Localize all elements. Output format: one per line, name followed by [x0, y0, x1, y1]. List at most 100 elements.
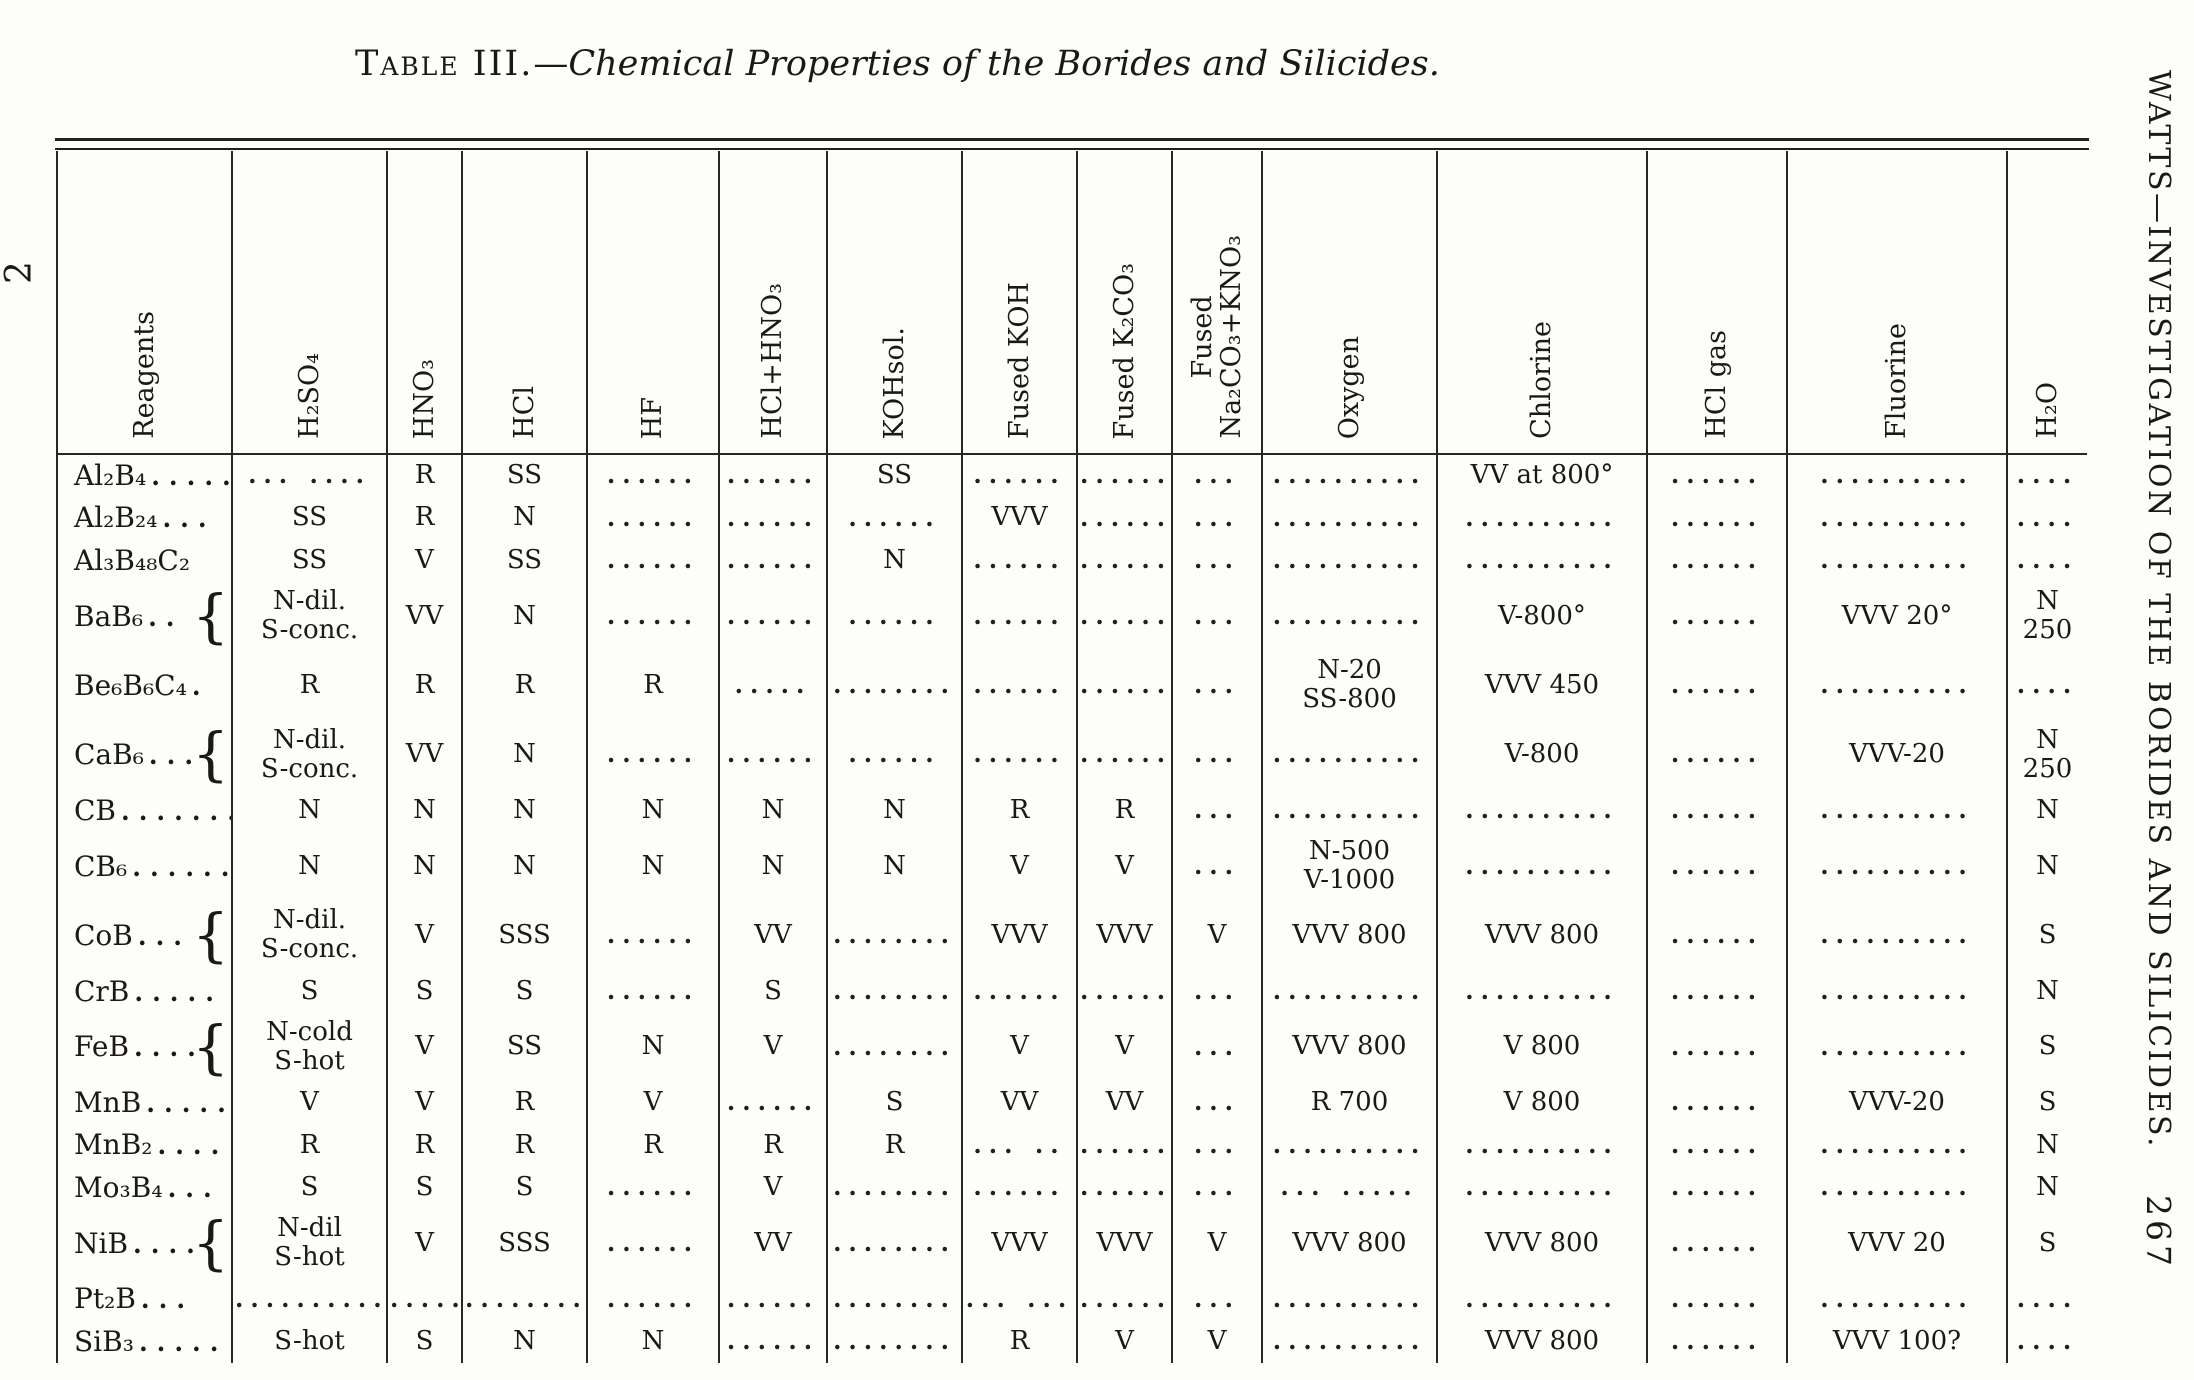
- table-row: Mo₃B₄... S S S...... V......................…: [56, 1166, 2087, 1210]
- col-header-koh-sol: KOHsol.: [826, 151, 962, 455]
- cell-r16-hcl-hno3: ......: [718, 1320, 827, 1364]
- cell-r11-hno3: V: [386, 1082, 462, 1125]
- cell-r3-hf: ......: [586, 582, 719, 652]
- row-brace: {: [192, 582, 229, 650]
- cell-r7-hcl-hno3: N: [718, 832, 827, 902]
- cell-r1-chlorine: ..........: [1436, 497, 1647, 540]
- row-label-2: Al₃B₄₈C₂: [56, 539, 232, 583]
- cell-r7-hf: N: [586, 832, 719, 902]
- cell-r13-koh-sol: ........: [826, 1166, 962, 1210]
- cell-r6-fused-k2co3: R: [1076, 789, 1172, 833]
- col-header-label-hno3: HNO₃: [408, 358, 440, 439]
- cell-r10-fused-koh: V: [961, 1012, 1077, 1083]
- leader-dots: ...: [137, 921, 191, 951]
- row-label-15: Pt₂B...: [56, 1278, 232, 1321]
- cell-r0-chlorine: VV at 800°: [1436, 454, 1647, 498]
- col-header-hcl-gas: HCl gas: [1646, 151, 1787, 455]
- cell-r7-hno3: N: [386, 832, 462, 902]
- cell-r9-hno3: S: [386, 970, 462, 1013]
- cell-r9-koh-sol: ........: [826, 970, 962, 1013]
- cell-r3-h2o: N 250: [2006, 582, 2087, 652]
- cell-r6-fused-koh: R: [961, 789, 1077, 833]
- cell-r11-fused-k2co3: VV: [1076, 1082, 1172, 1125]
- table-number-label: Table III.: [355, 44, 534, 84]
- cell-r1-hcl-gas: ......: [1646, 497, 1787, 540]
- cell-r4-hcl-gas: ......: [1646, 651, 1787, 721]
- col-header-label-oxygen: Oxygen: [1333, 335, 1365, 439]
- leader-dots: .....: [151, 462, 232, 491]
- cell-r4-hcl-hno3: .....: [718, 651, 827, 721]
- cell-r1-h2o: ....: [2006, 497, 2087, 540]
- cell-r16-fused-k2co3: V: [1076, 1320, 1172, 1364]
- cell-r1-hcl-hno3: ......: [718, 497, 827, 540]
- cell-r12-fluorine: ..........: [1786, 1124, 2007, 1167]
- cell-r13-chlorine: ..........: [1436, 1166, 1647, 1210]
- cell-r7-chlorine: ..........: [1436, 832, 1647, 902]
- cell-r7-fused-na2co3-kno3: ...: [1171, 832, 1262, 902]
- row-label-11: MnB.....: [56, 1082, 232, 1125]
- cell-r7-h2o: N: [2006, 832, 2087, 902]
- cell-r3-fluorine: VVV 20°: [1786, 582, 2007, 652]
- cell-r4-chlorine: VVV 450: [1436, 651, 1647, 721]
- col-header-chlorine: Chlorine: [1436, 151, 1647, 455]
- cell-r10-h2so4: N-cold S-hot: [231, 1012, 387, 1083]
- leader-dots: .......: [121, 796, 232, 826]
- cell-r11-h2so4: V: [231, 1082, 387, 1125]
- cell-r11-hcl-hno3: ......: [718, 1082, 827, 1125]
- cell-r12-fused-na2co3-kno3: ...: [1171, 1124, 1262, 1167]
- compound-formula: NiB: [74, 1226, 129, 1260]
- cell-r13-hcl-hno3: V: [718, 1166, 827, 1210]
- row-label-10: FeB....{: [56, 1012, 232, 1083]
- cell-r6-oxygen: ..........: [1261, 789, 1437, 833]
- cell-r0-h2o: ....: [2006, 454, 2087, 498]
- cell-r5-koh-sol: ......: [826, 720, 962, 790]
- cell-r13-fused-na2co3-kno3: ...: [1171, 1166, 1262, 1210]
- table-row: Be₆B₆C₄. R R R R............................…: [56, 651, 2087, 721]
- cell-r9-fused-k2co3: ......: [1076, 970, 1172, 1013]
- cell-r12-fused-k2co3: ......: [1076, 1124, 1172, 1167]
- left-margin-signature-mark: 2: [0, 261, 40, 284]
- cell-r6-h2so4: N: [231, 789, 387, 833]
- cell-r7-hcl: N: [461, 832, 587, 902]
- col-header-label-reagents: Reagents: [128, 311, 160, 439]
- leader-dots: .: [191, 671, 210, 701]
- cell-r11-hcl: R: [461, 1082, 587, 1125]
- col-header-label-fluorine: Fluorine: [1881, 323, 1913, 439]
- col-header-hcl-hno3: HCl+HNO₃: [718, 151, 827, 455]
- cell-r14-oxygen: VVV 800: [1261, 1209, 1437, 1279]
- cell-r12-h2so4: R: [231, 1124, 387, 1167]
- cell-r12-hcl: R: [461, 1124, 587, 1167]
- leader-dots: ...: [140, 1285, 195, 1315]
- table-row: SiB₃..... S-hot S N N.............. R V V......…: [56, 1320, 2087, 1364]
- cell-r11-koh-sol: S: [826, 1082, 962, 1125]
- col-header-hf: HF: [586, 151, 719, 455]
- row-brace: {: [192, 901, 229, 969]
- cell-r8-h2so4: N-dil. S-conc.: [231, 901, 387, 971]
- cell-r13-fused-koh: ......: [961, 1166, 1077, 1210]
- cell-r9-h2o: N: [2006, 970, 2087, 1013]
- cell-r2-hcl-hno3: ......: [718, 539, 827, 583]
- cell-r15-chlorine: ..........: [1436, 1278, 1647, 1321]
- cell-r2-h2o: ....: [2006, 539, 2087, 583]
- cell-r14-hcl-gas: ......: [1646, 1209, 1787, 1279]
- cell-r8-fluorine: ..........: [1786, 901, 2007, 971]
- cell-r4-h2o: ....: [2006, 651, 2087, 721]
- cell-r11-chlorine: V 800: [1436, 1082, 1647, 1125]
- chemical-properties-table: Reagents H₂SO₄ HNO₃ HCl HF HCl+HNO₃ KOHsol. Fus…: [55, 138, 2089, 1364]
- cell-r15-fused-koh: ... ...: [961, 1278, 1077, 1321]
- cell-r2-h2so4: SS: [231, 539, 387, 583]
- cell-r8-chlorine: VVV 800: [1436, 901, 1647, 971]
- cell-r1-fused-na2co3-kno3: ...: [1171, 497, 1262, 540]
- cell-r1-hcl: N: [461, 497, 587, 540]
- col-header-h2so4: H₂SO₄: [231, 151, 387, 455]
- cell-r10-h2o: S: [2006, 1012, 2087, 1083]
- cell-r16-h2so4: S-hot: [231, 1320, 387, 1364]
- cell-r0-fluorine: ..........: [1786, 454, 2007, 498]
- compound-formula: MnB₂: [74, 1128, 153, 1162]
- col-header-fused-koh: Fused KOH: [961, 151, 1077, 455]
- table-row: Al₂B₄........ .... R SS............ SS.....…: [56, 454, 2087, 498]
- cell-r14-hcl: SSS: [461, 1209, 587, 1279]
- cell-r5-h2o: N 250: [2006, 720, 2087, 790]
- cell-r14-h2so4: N-dil S-hot: [231, 1209, 387, 1279]
